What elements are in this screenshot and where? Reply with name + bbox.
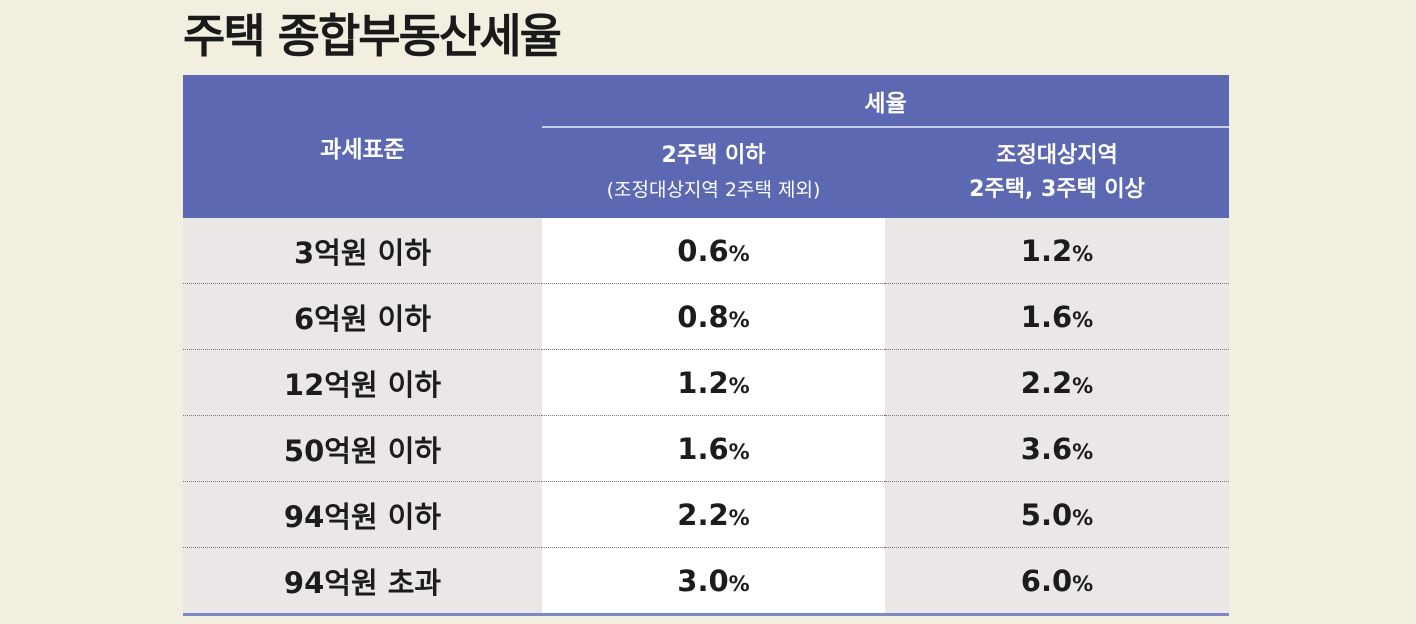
tax-base-cell: 6억원 이하 <box>183 283 542 350</box>
percent-sign: % <box>1072 241 1094 266</box>
rate-value: 0.8 <box>677 299 729 334</box>
tax-base-cell: 50억원 이하 <box>183 415 542 482</box>
header-adjusted-area-line2: 2주택, 3주택 이상 <box>969 177 1145 202</box>
header-two-homes-or-less: 2주택 이하 (조정대상지역 2주택 제외) <box>542 127 885 218</box>
percent-sign: % <box>1072 571 1094 596</box>
rate-value: 6.0 <box>1020 563 1073 598</box>
percent-sign: % <box>728 571 750 596</box>
rate-value: 3.0 <box>677 563 729 598</box>
table-row: 6억원 이하 0.8% 1.6% <box>183 283 1230 350</box>
rate-value: 1.2 <box>677 365 729 400</box>
table-row: 94억원 초과 3.0% 6.0% <box>183 547 1230 616</box>
percent-sign: % <box>1072 505 1094 530</box>
rate-cell: 3.6% <box>885 415 1230 482</box>
rate-value: 1.2 <box>1020 233 1073 268</box>
rate-cell: 3.0% <box>542 547 885 616</box>
rate-value: 2.2 <box>1020 365 1073 400</box>
rate-value: 5.0 <box>1020 497 1073 532</box>
percent-sign: % <box>728 307 750 332</box>
rate-cell: 1.6% <box>542 415 885 482</box>
rate-cell: 6.0% <box>885 547 1230 616</box>
percent-sign: % <box>728 241 750 266</box>
table-row: 50억원 이하 1.6% 3.6% <box>183 415 1230 482</box>
percent-sign: % <box>728 505 750 530</box>
percent-sign: % <box>1072 373 1094 398</box>
rate-cell: 1.6% <box>885 283 1230 350</box>
rate-cell: 2.2% <box>885 349 1230 416</box>
header-adjusted-area-line1: 조정대상지역 <box>996 143 1118 168</box>
tax-base-cell: 3억원 이하 <box>183 218 542 284</box>
rate-value: 3.6 <box>1020 431 1073 466</box>
header-adjusted-area: 조정대상지역 2주택, 3주택 이상 <box>885 127 1230 218</box>
header-two-homes-line2: (조정대상지역 2주택 제외) <box>606 179 821 201</box>
rate-cell: 5.0% <box>885 481 1230 548</box>
rate-value: 1.6 <box>677 431 729 466</box>
tax-base-cell: 12억원 이하 <box>183 349 542 416</box>
rate-cell: 0.6% <box>542 218 885 284</box>
rate-value: 1.6 <box>1020 299 1073 334</box>
percent-sign: % <box>1072 439 1094 464</box>
rate-cell: 1.2% <box>542 349 885 416</box>
rate-value: 0.6 <box>677 233 729 268</box>
page-title: 주택 종합부동산세율 <box>183 9 562 63</box>
percent-sign: % <box>728 439 750 464</box>
table-row: 12억원 이하 1.2% 2.2% <box>183 349 1230 416</box>
header-two-homes-line1: 2주택 이하 <box>661 143 766 168</box>
tax-base-cell: 94억원 초과 <box>183 547 542 616</box>
rate-cell: 2.2% <box>542 481 885 548</box>
rate-value: 2.2 <box>677 497 729 532</box>
percent-sign: % <box>728 373 750 398</box>
table-row: 3억원 이하 0.6% 1.2% <box>183 218 1230 284</box>
rate-cell: 1.2% <box>885 218 1230 284</box>
percent-sign: % <box>1072 307 1094 332</box>
table-row: 94억원 이하 2.2% 5.0% <box>183 481 1230 548</box>
header-tax-base: 과세표준 <box>183 75 542 218</box>
header-tax-rate: 세율 <box>542 75 1230 128</box>
tax-base-cell: 94억원 이하 <box>183 481 542 548</box>
tax-rate-table: 과세표준 세율 2주택 이하 (조정대상지역 2주택 제외) 조정대상지역 2주… <box>183 75 1230 616</box>
rate-cell: 0.8% <box>542 283 885 350</box>
